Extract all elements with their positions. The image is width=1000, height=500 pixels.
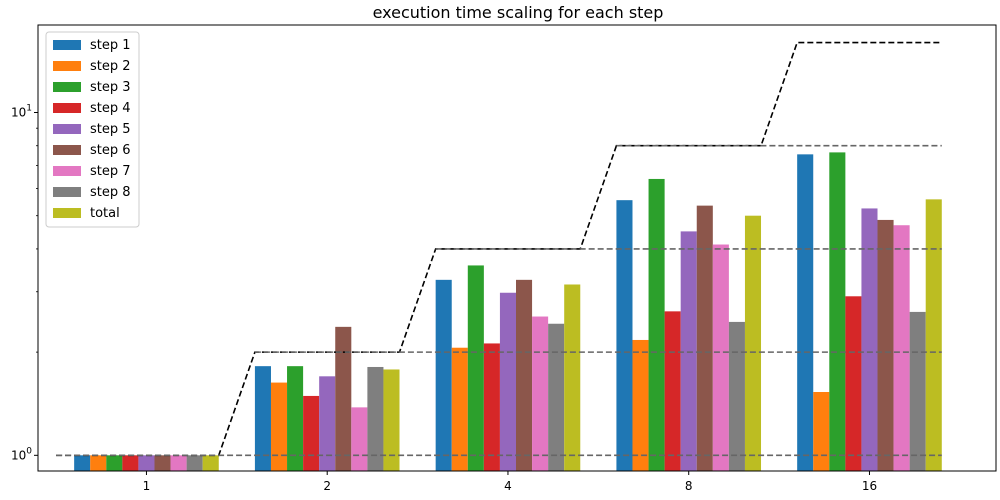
bar-step-8-2	[367, 366, 384, 471]
bar-step-1-8	[616, 200, 633, 472]
x-tick-label-4: 4	[504, 479, 512, 493]
y-axis: 100 101	[11, 104, 38, 462]
bar-step-3-16	[829, 152, 846, 471]
bar-step-4-1	[122, 455, 139, 471]
bar-step-6-1	[154, 455, 171, 471]
legend-label-step-7: step 7	[90, 164, 131, 179]
legend-swatch-step-2	[53, 61, 81, 71]
x-tick-label-2: 2	[323, 479, 331, 493]
bar-total-2	[383, 369, 400, 471]
bar-step-4-8	[664, 311, 681, 471]
plot-frame	[37, 24, 997, 472]
x-tick-label-8: 8	[685, 479, 693, 493]
bar-step-1-4	[435, 279, 452, 471]
bar-step-2-2	[270, 382, 288, 471]
bar-step-2-16	[813, 392, 830, 471]
legend-label-step-1: step 1	[90, 38, 131, 53]
bar-total-16	[925, 199, 942, 472]
bar-step-5-8	[680, 231, 697, 471]
bar-step-5-2	[319, 376, 336, 471]
bar-step-6-4	[516, 279, 533, 471]
bar-step-8-4	[548, 323, 565, 471]
bar-step-7-2	[351, 407, 368, 471]
legend-label-step-8: step 8	[90, 185, 131, 200]
bar-step-8-16	[909, 311, 926, 471]
bar-total-1	[202, 455, 219, 471]
bar-step-6-8	[696, 205, 713, 471]
bar-step-2-1	[90, 455, 107, 471]
plot-area	[37, 24, 997, 472]
bar-total-4	[564, 284, 581, 471]
bar-step-4-16	[845, 296, 862, 471]
bar-step-5-4	[499, 292, 516, 471]
bar-step-3-1	[106, 455, 123, 471]
bar-step-7-16	[893, 225, 910, 471]
legend-swatch-step-4	[53, 103, 81, 113]
x-tick-label-16: 16	[862, 479, 877, 493]
legend-swatch-step-1	[53, 40, 81, 50]
bar-step-8-8	[728, 321, 745, 471]
legend-swatch-step-8	[53, 187, 81, 197]
bar-step-1-2	[254, 366, 271, 471]
bar-step-6-2	[335, 326, 352, 471]
legend-label-total: total	[90, 206, 120, 221]
legend-swatch-step-7	[53, 166, 81, 176]
y-tick-label-1: 100	[11, 446, 32, 462]
legend-swatch-step-3	[53, 82, 81, 92]
legend-swatch-step-6	[53, 145, 81, 155]
legend: step 1 step 2 step 3 step 4 step 5 step 6 step…	[45, 31, 140, 228]
legend-label-step-4: step 4	[90, 101, 131, 116]
bar-step-8-1	[186, 455, 203, 471]
bar-step-7-4	[532, 316, 549, 471]
bar-step-3-4	[467, 265, 484, 471]
bar-step-5-1	[138, 455, 155, 471]
bar-step-4-4	[483, 343, 500, 471]
legend-label-step-5: step 5	[90, 122, 131, 137]
legend-box	[45, 31, 140, 228]
bar-step-5-16	[861, 208, 878, 471]
bars-layer	[74, 152, 942, 472]
reference-lines-layer	[56, 41, 942, 457]
bar-step-7-8	[712, 244, 729, 471]
legend-label-step-2: step 2	[90, 59, 131, 74]
bar-step-1-16	[797, 154, 814, 471]
bar-step-3-8	[648, 178, 665, 471]
bar-step-2-8	[632, 339, 649, 471]
x-tick-label-1: 1	[143, 479, 151, 493]
bar-step-2-4	[451, 347, 468, 471]
legend-swatch-step-5	[53, 124, 81, 134]
bar-total-8	[744, 215, 762, 471]
bar-step-3-2	[287, 366, 304, 471]
bar-step-4-2	[303, 395, 320, 471]
bar-step-6-16	[877, 219, 894, 471]
legend-label-step-3: step 3	[90, 80, 131, 95]
legend-label-step-6: step 6	[90, 143, 131, 158]
legend-swatch-total	[53, 208, 81, 218]
bar-step-1-1	[74, 455, 91, 471]
y-tick-label-10: 101	[11, 104, 32, 120]
x-axis: 1 2 4 8 16	[143, 471, 877, 493]
bar-step-7-1	[170, 455, 187, 471]
chart-title: execution time scaling for each step	[373, 3, 664, 22]
